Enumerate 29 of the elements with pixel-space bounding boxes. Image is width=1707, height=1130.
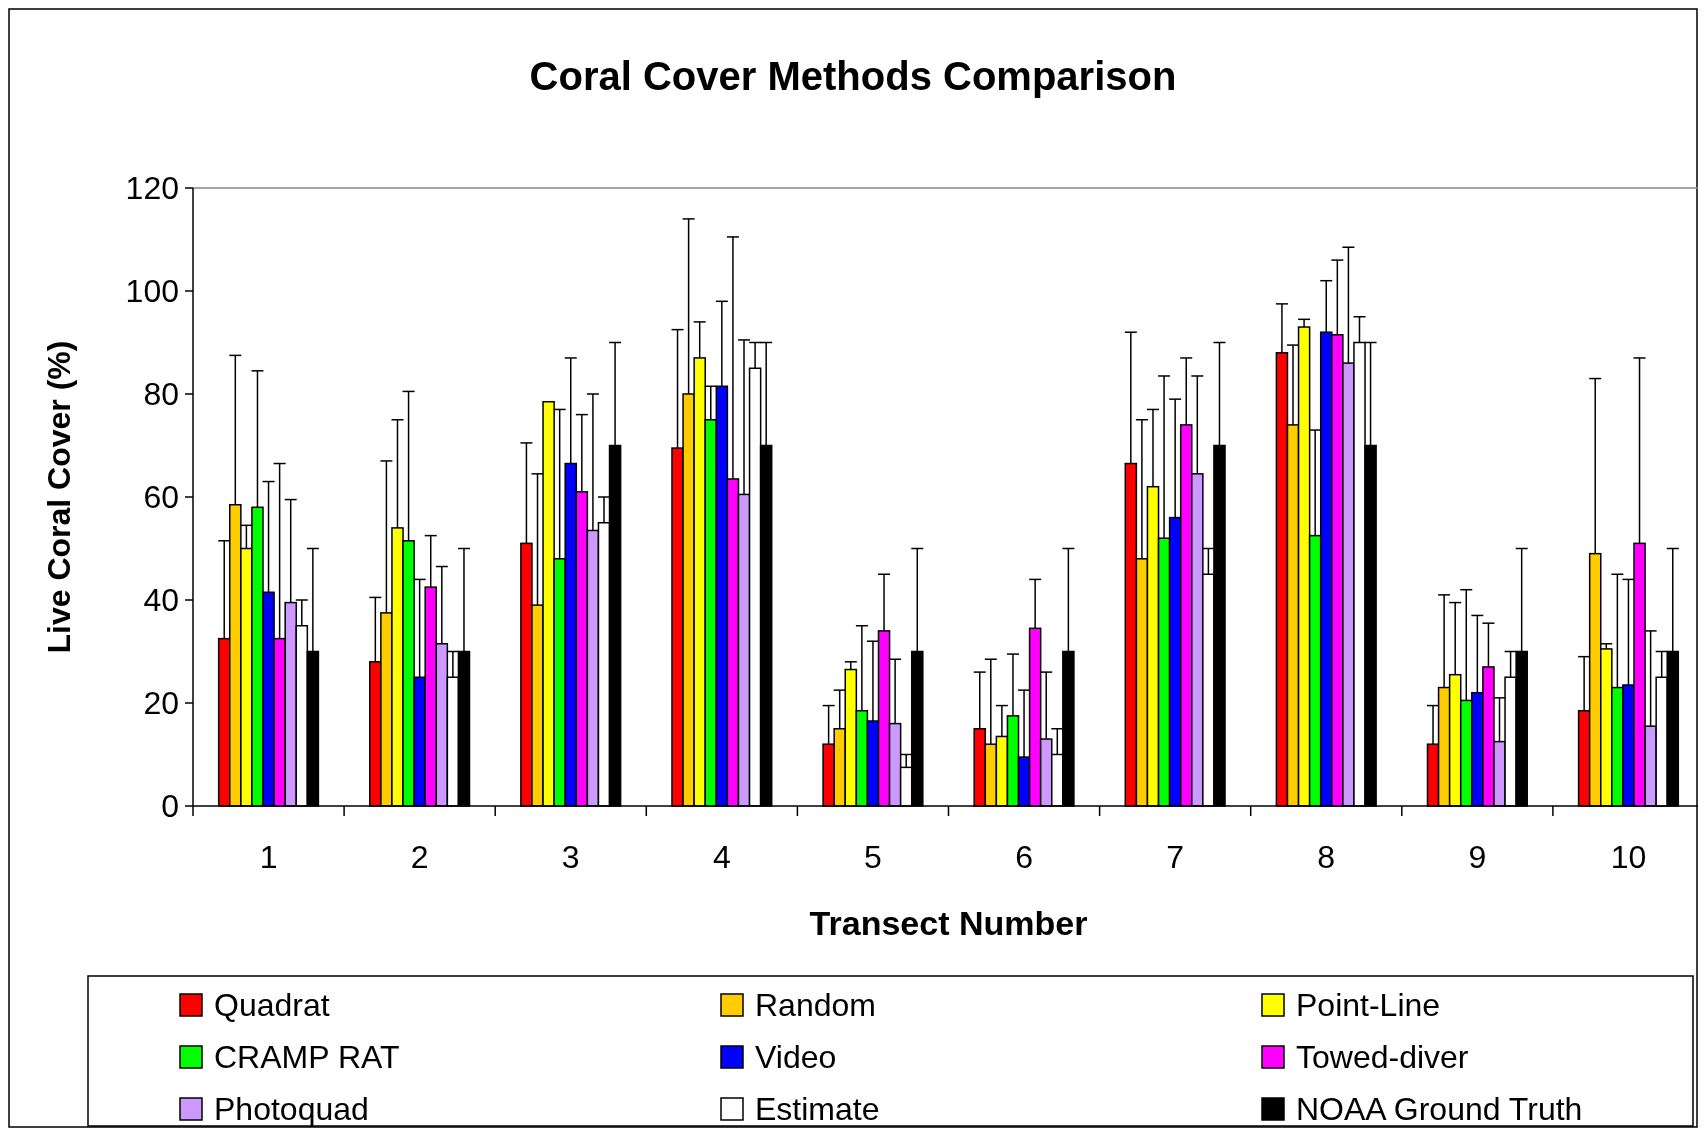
x-tick-label: 1 [259, 839, 278, 875]
x-tick-label: 4 [712, 839, 731, 875]
x-tick-label: 5 [864, 839, 882, 875]
x-tick-label: 8 [1317, 839, 1336, 875]
legend-label: Estimate [755, 1091, 880, 1128]
x-tick-label: 6 [1015, 839, 1033, 875]
y-tick-label: 0 [161, 788, 179, 825]
x-tick-label: 7 [1166, 839, 1185, 875]
legend-label: Video [755, 1039, 837, 1076]
y-tick-label: 80 [143, 376, 179, 413]
y-tick-label: 40 [143, 582, 179, 619]
y-tick-label: 100 [125, 273, 179, 310]
chart-title: Coral Cover Methods Comparison [529, 54, 1177, 98]
x-tick-label: 2 [410, 839, 429, 875]
legend-label: Towed-diver [1296, 1039, 1469, 1076]
legend-label: Random [755, 987, 876, 1024]
y-tick-label: 120 [125, 170, 179, 207]
y-axis-title: Live Coral Cover (%) [41, 340, 77, 654]
legend-label: Photoquad [214, 1091, 369, 1128]
y-tick-label: 60 [143, 479, 179, 516]
legend-label: Quadrat [214, 987, 330, 1024]
x-axis-title: Transect Number [809, 904, 1088, 942]
legend-label: CRAMP RAT [214, 1039, 400, 1076]
x-tick-label: 10 [1610, 839, 1647, 875]
x-tick-label: 3 [561, 839, 580, 875]
legend-label: Point-Line [1296, 987, 1441, 1024]
x-tick-label: 9 [1468, 839, 1487, 875]
y-tick-label: 20 [143, 685, 179, 722]
legend-label: NOAA Ground Truth [1296, 1091, 1583, 1128]
